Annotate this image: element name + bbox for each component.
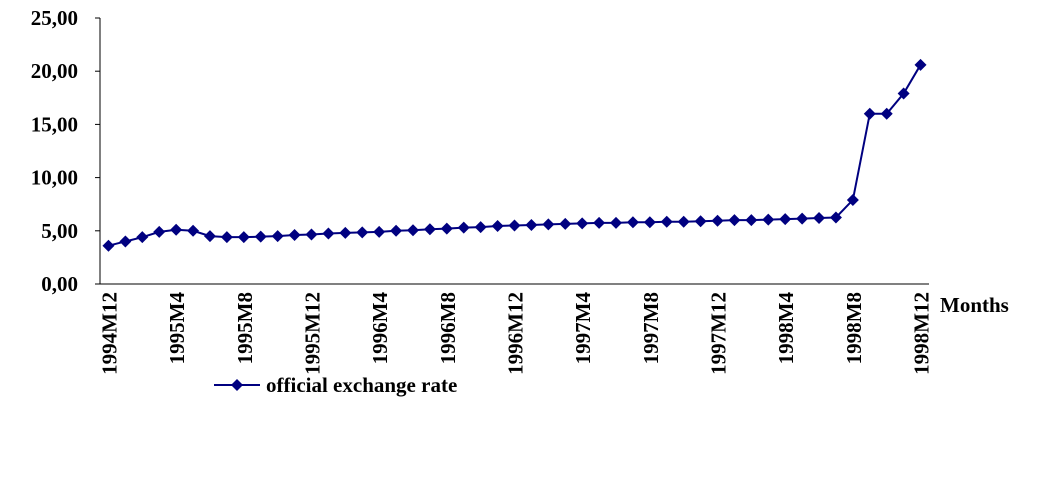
x-tick-label: 1996M4	[368, 292, 392, 365]
marker	[237, 231, 250, 244]
marker	[813, 212, 826, 225]
y-tick-label: 15,00	[31, 112, 78, 136]
x-tick-label: 1995M8	[233, 292, 257, 364]
y-tick-label: 10,00	[31, 166, 78, 190]
marker	[576, 217, 589, 230]
x-tick-label: 1995M4	[165, 292, 189, 365]
x-tick-label: 1998M12	[910, 292, 934, 375]
marker	[102, 239, 115, 252]
marker	[863, 107, 876, 120]
marker	[373, 225, 386, 238]
marker	[542, 218, 555, 231]
x-axis-label: Months	[940, 293, 1009, 317]
marker	[187, 224, 200, 237]
x-tick-label: 1996M8	[436, 292, 460, 364]
x-tick-label: 1998M8	[842, 292, 866, 364]
marker	[254, 230, 267, 243]
x-tick-label: 1998M4	[774, 292, 798, 365]
y-tick-label: 20,00	[31, 59, 78, 83]
y-tick-label: 5,00	[41, 219, 78, 243]
marker	[762, 213, 775, 226]
marker	[119, 235, 132, 248]
legend-marker	[231, 379, 243, 391]
marker	[525, 218, 538, 231]
y-tick-label: 25,00	[31, 6, 78, 30]
marker	[660, 215, 673, 228]
marker	[593, 216, 606, 229]
marker	[880, 107, 893, 120]
marker	[728, 214, 741, 227]
y-tick-label: 0,00	[41, 272, 78, 296]
x-tick-label: 1994M12	[97, 292, 121, 375]
marker	[339, 226, 352, 239]
marker	[677, 215, 690, 228]
marker	[153, 225, 166, 238]
marker	[694, 215, 707, 228]
marker	[897, 87, 910, 100]
marker	[170, 223, 183, 236]
marker	[474, 221, 487, 234]
marker	[643, 216, 656, 229]
marker	[559, 217, 572, 230]
marker	[610, 216, 623, 229]
marker	[390, 224, 403, 237]
marker	[322, 227, 335, 240]
marker	[136, 231, 149, 244]
marker	[779, 213, 792, 226]
marker	[305, 228, 318, 241]
marker	[796, 212, 809, 225]
marker	[457, 221, 470, 234]
marker	[846, 193, 859, 206]
marker	[829, 211, 842, 224]
marker	[406, 224, 419, 237]
marker	[745, 214, 758, 227]
x-tick-label: 1995M12	[300, 292, 324, 375]
x-tick-label: 1997M4	[571, 292, 595, 365]
marker	[288, 229, 301, 242]
marker	[626, 216, 639, 229]
marker	[356, 226, 369, 239]
marker	[914, 58, 927, 71]
marker	[220, 231, 233, 244]
marker	[711, 214, 724, 227]
x-tick-label: 1996M12	[504, 292, 528, 375]
x-tick-label: 1997M12	[707, 292, 731, 375]
x-tick-label: 1997M8	[639, 292, 663, 364]
marker	[271, 230, 284, 243]
legend-label: official exchange rate	[266, 373, 457, 397]
marker	[508, 219, 521, 232]
marker	[491, 220, 504, 233]
marker	[203, 230, 216, 243]
marker	[440, 222, 453, 235]
marker	[423, 223, 436, 236]
